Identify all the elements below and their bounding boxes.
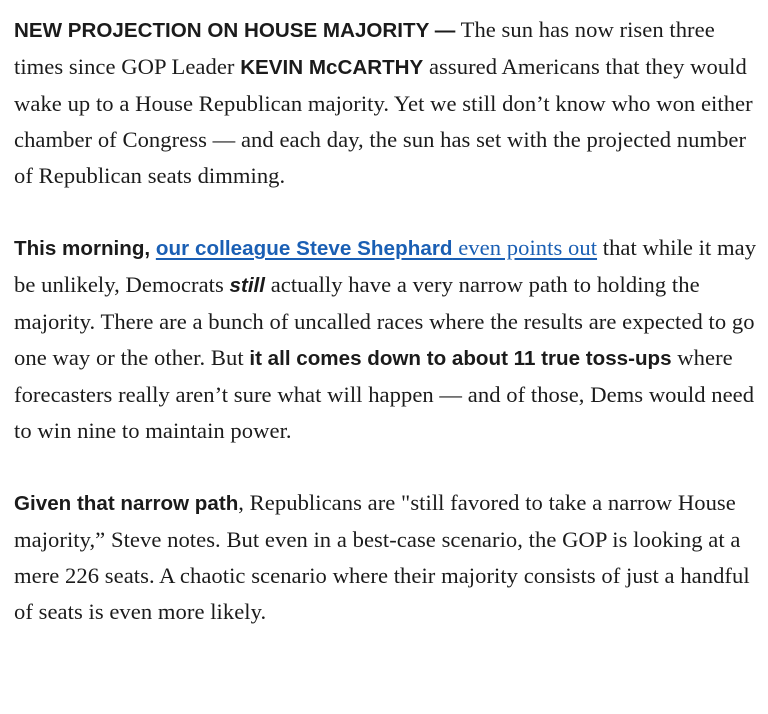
section-lead-heading: This morning, — [14, 237, 151, 260]
section-lead-heading: NEW PROJECTION ON HOUSE MAJORITY — — [14, 19, 456, 42]
paragraph-text: that while it may be unlikely, Democrats — [14, 235, 757, 297]
bold-toss-ups: it all comes down to about 11 true toss-… — [249, 347, 672, 370]
paragraph-text: where forecasters really aren’t sure wha… — [14, 345, 755, 443]
paragraph-narrow-path: This morning, our colleague Steve Shepha… — [14, 230, 762, 449]
bold-name-mccarthy: KEVIN McCARTHY — [240, 56, 424, 79]
link-points-out[interactable]: even points out — [452, 235, 598, 260]
section-lead-heading: Given that narrow path — [14, 492, 239, 515]
link-steve-shephard[interactable]: our colleague Steve Shephard — [155, 237, 453, 260]
paragraph-gop-seats: Given that narrow path, Republicans are … — [14, 485, 762, 630]
paragraph-text: The sun has now risen three times since … — [14, 17, 715, 79]
paragraph-text: , Republicans are "still favored to take… — [14, 490, 750, 624]
emphasis-still: still — [229, 274, 265, 297]
article-body: NEW PROJECTION ON HOUSE MAJORITY — The s… — [14, 12, 762, 630]
paragraph-text: assured Americans that they would wake u… — [14, 54, 753, 188]
paragraph-house-majority-projection: NEW PROJECTION ON HOUSE MAJORITY — The s… — [14, 12, 762, 194]
paragraph-text: actually have a very narrow path to hold… — [14, 272, 755, 370]
